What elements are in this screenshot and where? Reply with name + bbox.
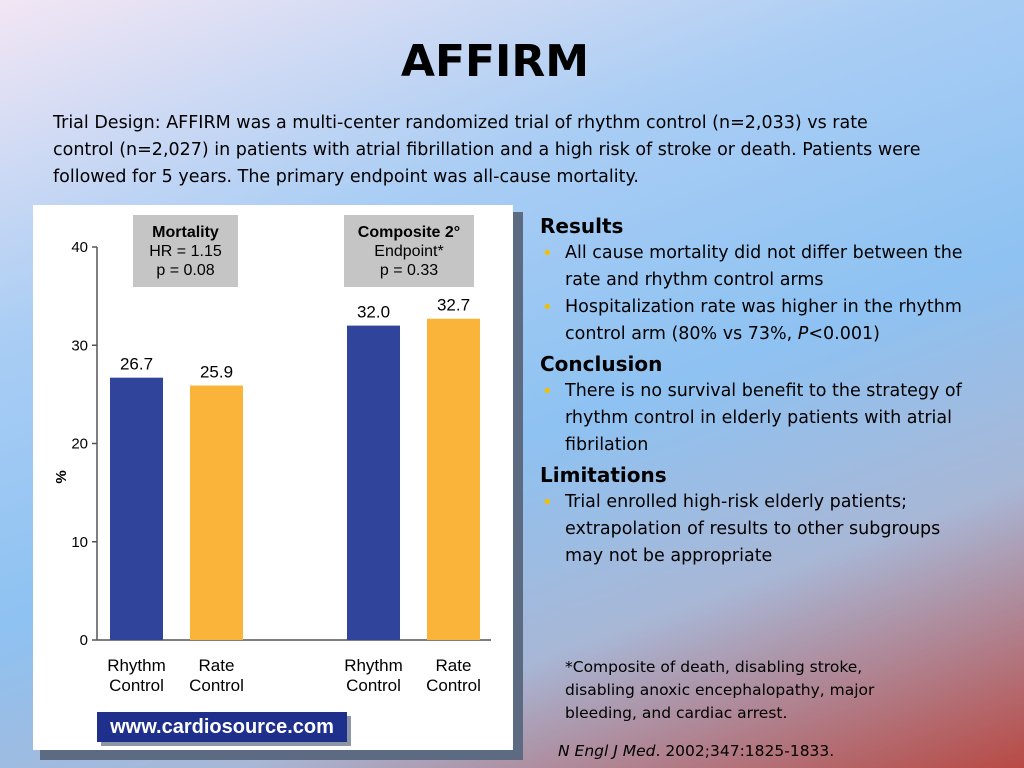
stats-box-line: Endpoint* [374, 243, 443, 260]
category-label: Control [346, 676, 401, 695]
category-label: Control [189, 676, 244, 695]
slide-title: AFFIRM [400, 36, 590, 87]
bar-chart-panel: 0 10 20 30 40% Mortality HR = 1.15 p = 0.08 26.7… [33, 205, 513, 750]
y-tick-label: 20 [71, 436, 88, 453]
category-label: Rate [199, 656, 235, 675]
stats-box [133, 215, 238, 287]
y-axis-label: % [53, 470, 70, 483]
category-label: Rate [436, 656, 472, 675]
stats-box-line: p = 0.08 [156, 262, 214, 279]
source-banner: www.cardiosource.com [97, 712, 347, 742]
findings-panel: Results All cause mortality did not diff… [540, 212, 980, 572]
data-label: 32.0 [357, 303, 390, 322]
data-label: 25.9 [200, 363, 233, 382]
results-heading: Results [540, 214, 624, 238]
category-label: Control [109, 676, 164, 695]
citation: N Engl J Med. 2002;347:1825-1833. [558, 740, 834, 763]
results-item: All cause mortality did not differ betwe… [540, 240, 980, 294]
stats-box [344, 215, 474, 287]
conclusion-heading: Conclusion [540, 352, 663, 376]
stats-box-line: Mortality [152, 224, 219, 241]
category-label: Control [426, 676, 481, 695]
results-item: Hospitalization rate was higher in the r… [540, 294, 980, 348]
category-label: Rhythm [107, 656, 166, 675]
p-symbol: P [797, 324, 809, 344]
results-item-text: Hospitalization rate was higher in the r… [565, 297, 962, 344]
y-tick-label: 40 [71, 239, 88, 256]
stats-box-line: Composite 2° [358, 224, 460, 241]
composite-footnote: *Composite of death, disabling stroke, d… [565, 658, 875, 722]
limitations-item: Trial enrolled high-risk elderly patient… [540, 489, 980, 570]
conclusion-item: There is no survival benefit to the stra… [540, 378, 980, 459]
y-tick-label: 0 [80, 632, 88, 649]
y-tick-label: 30 [71, 337, 88, 354]
data-label: 32.7 [437, 296, 470, 315]
bar-chart: 0 10 20 30 40% Mortality HR = 1.15 p = 0.08 26.7… [53, 215, 491, 695]
results-list: All cause mortality did not differ betwe… [540, 240, 980, 348]
stats-box-line: HR = 1.15 [149, 243, 222, 260]
conclusion-list: There is no survival benefit to the stra… [540, 378, 980, 459]
bar [190, 385, 243, 640]
bar [110, 377, 163, 640]
data-label: 26.7 [120, 355, 153, 374]
journal-name: N Engl J Med [558, 742, 656, 760]
limitations-list: Trial enrolled high-risk elderly patient… [540, 489, 980, 570]
citation-details: . 2002;347:1825-1833. [655, 742, 835, 760]
bar [347, 325, 400, 640]
limitations-heading: Limitations [540, 463, 667, 487]
bar [427, 318, 480, 640]
y-tick-label: 10 [71, 534, 88, 551]
stats-box-line: p = 0.33 [380, 262, 438, 279]
trial-design-text: Trial Design: AFFIRM was a multi-center … [53, 113, 921, 187]
category-label: Rhythm [344, 656, 403, 675]
